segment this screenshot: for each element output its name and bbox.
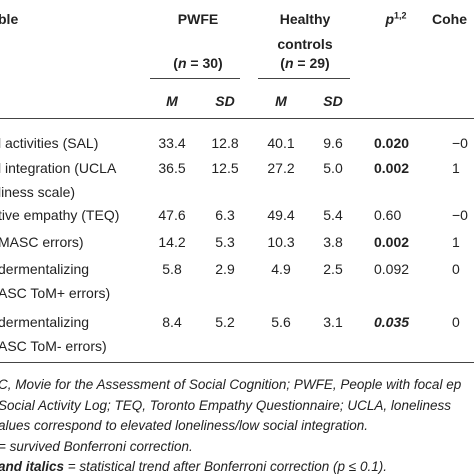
row-label: l integration (UCLA — [0, 160, 117, 176]
row-label: ASC ToM- errors) — [0, 338, 107, 354]
column-header: PWFE — [177, 11, 219, 27]
effect-size: −0 — [452, 207, 468, 223]
cell-value: 10.3 — [267, 234, 295, 250]
effect-size: 0 — [452, 314, 460, 330]
sample-size-part: ( — [173, 55, 178, 71]
row-label: tive empathy (TEQ) — [0, 207, 120, 223]
column-header: p1,2 — [385, 10, 406, 28]
header-rule — [258, 78, 350, 79]
footnote-text: = statistical trend after Bonferroni cor… — [64, 459, 387, 474]
p-value: 0.002 — [374, 160, 410, 176]
p-superscript: 1,2 — [394, 10, 407, 21]
effect-size: 1 — [452, 234, 460, 250]
cell-value: 12.5 — [211, 160, 239, 176]
footnote: = survived Bonferroni correction. — [0, 438, 193, 456]
stat-header: M — [275, 93, 287, 109]
sample-size-part: n — [284, 55, 294, 71]
cell-value: 2.5 — [323, 261, 343, 277]
row-label: dermentalizing — [0, 261, 90, 277]
footnote: and italics = statistical trend after Bo… — [0, 458, 387, 474]
sample-size-part: n — [177, 55, 187, 71]
cell-value: 5.0 — [323, 160, 343, 176]
cell-value: 5.4 — [323, 207, 343, 223]
cell-value: 5.6 — [271, 314, 291, 330]
cell-value: 12.8 — [211, 135, 239, 151]
footnote: alues correspond to elevated loneliness/… — [0, 417, 368, 435]
cell-value: 5.3 — [215, 234, 235, 250]
cell-value: 36.5 — [158, 160, 186, 176]
p-value: 0.60 — [374, 207, 402, 223]
effect-size: 1 — [452, 160, 460, 176]
cell-value: 49.4 — [267, 207, 295, 223]
stat-header: M — [166, 93, 178, 109]
row-label: MASC errors) — [0, 234, 84, 250]
cell-value: 8.4 — [162, 314, 182, 330]
footnote-text: C, Movie for the Assessment of Social Co… — [0, 377, 462, 392]
column-header: controls — [277, 36, 333, 52]
cell-value: 33.4 — [158, 135, 186, 151]
stat-header: SD — [215, 93, 235, 109]
sample-size-part: ( — [280, 55, 285, 71]
stat-header: SD — [323, 93, 343, 109]
cell-value: 4.9 — [271, 261, 291, 277]
row-label: liness scale) — [0, 184, 76, 200]
effect-size: 0 — [452, 261, 460, 277]
cell-value: 2.9 — [215, 261, 235, 277]
header-rule — [0, 118, 474, 119]
cell-value: 6.3 — [215, 207, 235, 223]
cell-value: 27.2 — [267, 160, 295, 176]
footnote-text: and italics — [0, 459, 65, 474]
column-header: ble — [0, 11, 19, 27]
sample-size-part: = 30) — [186, 55, 223, 71]
column-header: Cohe — [432, 11, 467, 27]
cell-value: 9.6 — [323, 135, 343, 151]
p-symbol: p — [385, 11, 395, 27]
cell-value: 3.8 — [323, 234, 343, 250]
column-header: Healthy — [279, 11, 331, 27]
row-label: dermentalizing — [0, 314, 90, 330]
sample-size-part: = 29) — [293, 55, 330, 71]
footnote: Social Activity Log; TEQ, Toronto Empath… — [0, 397, 451, 415]
bottom-rule — [0, 362, 474, 363]
sample-size: (n = 30) — [173, 54, 222, 72]
sample-size: (n = 29) — [280, 54, 329, 72]
cell-value: 40.1 — [267, 135, 295, 151]
effect-size: −0 — [452, 135, 468, 151]
cell-value: 14.2 — [158, 234, 186, 250]
cell-value: 47.6 — [158, 207, 186, 223]
p-value: 0.035 — [374, 314, 410, 330]
footnote-text: alues correspond to elevated loneliness/… — [0, 418, 368, 433]
cell-value: 5.2 — [215, 314, 235, 330]
row-label: ASC ToM+ errors) — [0, 285, 111, 301]
p-value: 0.092 — [374, 261, 410, 277]
footnote-text: = survived Bonferroni correction. — [0, 438, 193, 454]
p-value: 0.020 — [374, 135, 410, 151]
footnote-text: Social Activity Log; TEQ, Toronto Empath… — [0, 397, 451, 413]
p-value: 0.002 — [374, 234, 410, 250]
header-rule — [150, 78, 240, 79]
row-label: l activities (SAL) — [0, 135, 99, 151]
footnote: C, Movie for the Assessment of Social Co… — [0, 376, 461, 394]
cell-value: 5.8 — [162, 261, 182, 277]
cell-value: 3.1 — [323, 314, 343, 330]
